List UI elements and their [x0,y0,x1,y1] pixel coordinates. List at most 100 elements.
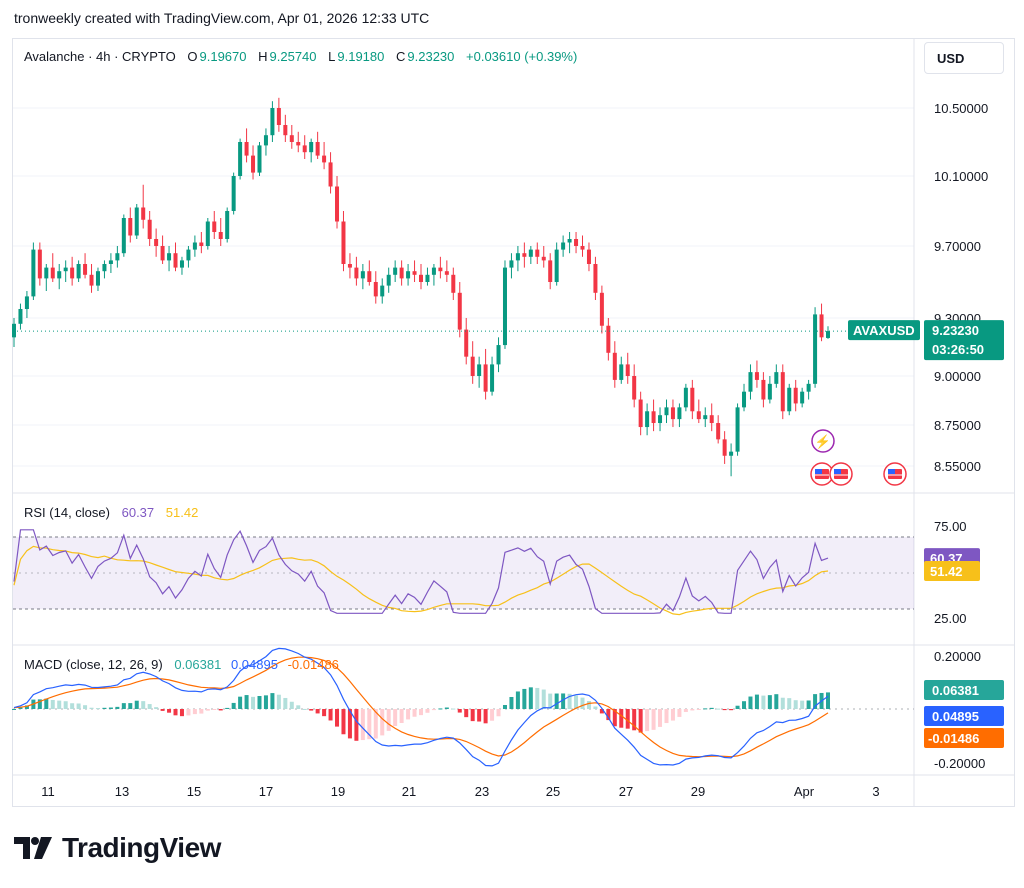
macd-hist-bar [251,696,256,709]
candle-body [192,242,197,250]
candle-body [218,232,223,239]
rsi-title[interactable]: RSI (14, close) [24,505,110,520]
macd-hist-bar [11,709,17,710]
macd-hist-bar [121,703,126,709]
candle-body [541,256,546,261]
currency-button[interactable]: USD [924,42,1004,74]
macd-hist-bar [257,696,262,709]
macd-hist-bar [425,709,430,713]
macd-hist-bar [722,709,727,711]
macd-hist-bar [444,707,449,709]
macd-hist-bar [296,705,301,709]
macd-hist-bar [793,700,798,709]
macd-hist-bar [696,709,701,710]
candle-body [24,296,29,309]
price-tick-label: 8.75000 [934,418,981,433]
candle-body [134,207,139,236]
candle-body [212,221,217,232]
macd-hist-bar [167,709,172,713]
x-tick-label: 11 [41,784,55,799]
price-tag-countdown: 03:26:50 [932,342,984,357]
candle-body [270,108,275,136]
macd-hist-bar [664,709,669,724]
candle-body [606,325,611,353]
macd-hist-bar [373,709,378,739]
macd-hist-bar [360,709,365,741]
macd-hist-bar [186,709,191,716]
macd-hist-bar [548,693,553,709]
lightning-glyph: ⚡ [815,434,831,450]
macd-hist-bar [690,709,695,711]
chart-credit: tronweekly created with TradingView.com,… [14,10,430,26]
close-label: C [396,49,406,64]
candle-body [670,407,675,420]
macd-hist-bar [683,709,688,712]
macd-hist-bar [276,694,281,709]
macd-hist-bar [619,709,624,728]
candle-body [309,142,314,153]
candle-body [722,439,727,456]
candle-body [302,145,307,153]
candle-body [244,142,249,156]
macd-hist-bar [263,695,268,709]
candle-body [522,253,527,257]
price-tag-symbol: AVAXUSD [853,323,915,338]
rsi-tick-label: 75.00 [934,519,967,534]
macd-hist-bar [651,709,656,730]
candle-body [528,249,533,257]
macd-hist-tag-value: 0.06381 [932,683,979,698]
low-value: 9.19180 [337,49,385,64]
candle-body [37,249,42,279]
macd-signal-tag-value: -0.01486 [928,731,979,746]
candle-body [548,260,553,282]
macd-hist-bar [729,709,734,711]
candle-body [619,364,624,380]
x-tick-label: 25 [546,784,560,799]
candle-body [677,407,682,420]
macd-hist-bar [509,696,514,709]
candle-body [315,142,320,156]
candle-body [800,391,805,404]
candle-body [813,314,818,384]
macd-hist-bar [774,694,779,709]
macd-hist-bar [625,709,630,729]
macd-hist-bar [632,709,637,731]
candle-body [276,108,281,125]
candle-body [418,274,424,282]
candle-body [470,356,475,376]
candle-body [44,267,49,279]
candle-body [18,309,23,324]
candle-body [457,292,462,330]
us-flag-canton [834,469,841,474]
candle-body [709,415,714,424]
candle-body [651,411,656,424]
x-tick-label: 13 [115,784,129,799]
macd-hist-bar [438,708,443,710]
macd-title[interactable]: MACD (close, 12, 26, 9) [24,657,163,672]
candle-body [735,407,740,452]
macd-hist-bar [554,693,559,709]
macd-hist-bar [586,701,591,709]
x-tick-label: 15 [187,784,201,799]
candle-body [76,264,81,279]
macd-hist-bar [147,704,152,709]
rsi-ma-line [13,545,829,616]
macd-hist-bar [37,699,42,709]
candle-body [393,267,398,275]
symbol-title[interactable]: Avalanche · 4h · CRYPTO [24,49,176,64]
candle-body [263,135,268,146]
candle-body [186,249,191,261]
macd-hist-bar [347,709,352,739]
price-tag-value: 9.23230 [932,323,979,338]
candle-body [160,246,165,261]
macd-hist-bar [561,693,566,709]
candle-body [83,264,88,275]
candle-body [554,249,559,282]
macd-hist-bar [522,688,527,709]
candle-body [612,352,617,380]
tradingview-logo-icon [14,837,52,859]
macd-hist-bar [528,687,533,709]
candle-body [205,221,210,246]
x-tick-label: 17 [259,784,273,799]
